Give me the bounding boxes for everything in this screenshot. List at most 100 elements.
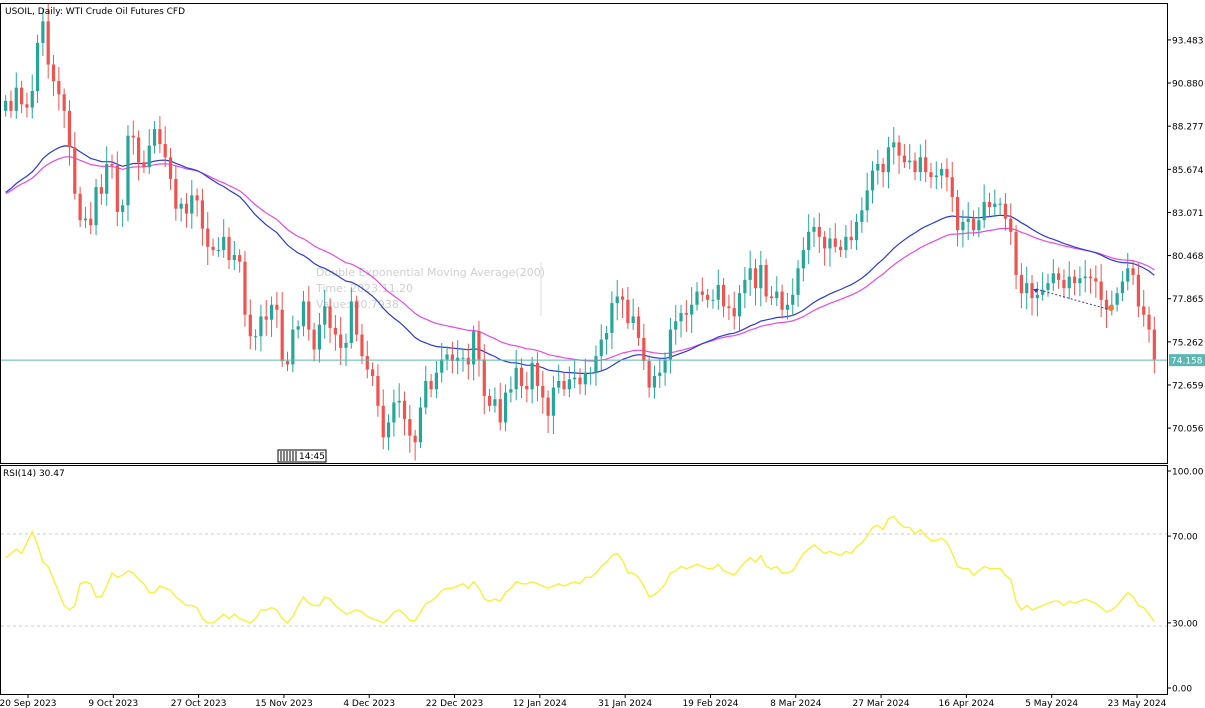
candle-body (498, 399, 502, 423)
candle-body (147, 145, 151, 168)
candle-body (620, 296, 625, 300)
candle-body (110, 163, 114, 166)
candle-body (413, 435, 417, 443)
current-price-label-bg (1169, 354, 1205, 367)
candle-body (1051, 273, 1055, 284)
candle-body (695, 291, 699, 305)
candle-body (913, 160, 917, 173)
candle-body (14, 87, 18, 111)
candle-body (1041, 289, 1045, 295)
candle-body (424, 380, 428, 408)
ma-tooltip: Double Exponential Moving Average(200) T… (315, 262, 545, 316)
candle-body (503, 392, 508, 423)
candle-body (966, 218, 970, 222)
ma-line-magenta (5, 156, 1155, 362)
candle-body (78, 193, 82, 221)
candle-body (663, 359, 667, 373)
candle-body (418, 407, 423, 443)
candle-body (216, 250, 220, 252)
candle-body (690, 304, 694, 315)
candle-body (264, 316, 268, 320)
candle-body (791, 294, 795, 305)
trend-line (1035, 288, 1112, 311)
candle-body (727, 306, 731, 309)
price-tick-label: 90.880 (1172, 80, 1204, 90)
candle-body (971, 218, 976, 231)
candle-body (886, 147, 891, 173)
candle-body (206, 228, 210, 247)
candle-body (450, 354, 454, 362)
candle-body (280, 309, 284, 362)
candle-body (190, 195, 194, 214)
candle-body (4, 100, 8, 111)
buy-arrow-icon (1033, 289, 1039, 293)
candle-body (333, 327, 337, 335)
candle-body (961, 221, 965, 231)
candle-body (1088, 276, 1093, 279)
candle-body (360, 334, 364, 357)
candle-body (902, 155, 906, 163)
candle-body (812, 226, 816, 232)
candle-body (94, 187, 98, 226)
candle-body (924, 157, 928, 173)
candle-body (854, 221, 859, 241)
candle-body (307, 301, 311, 330)
candle-body (163, 144, 167, 158)
time-marker: 14:45 (277, 449, 327, 463)
candle-body (716, 284, 720, 300)
candle-body (115, 165, 119, 212)
candle-body (860, 210, 864, 222)
price-tick-label: 85.674 (1172, 166, 1204, 176)
candle-body (137, 137, 141, 163)
candle-body (578, 377, 582, 385)
candle-body (514, 367, 518, 390)
candle-body (807, 231, 811, 251)
rsi-axis: 100.00 70.00 30.00 0.00 (1167, 468, 1204, 695)
candle-body (99, 187, 103, 194)
candle-body (493, 399, 497, 406)
candle-body (530, 362, 534, 390)
candle-body (89, 218, 93, 226)
candlestick-series (4, 3, 1156, 461)
candle-body (429, 380, 433, 390)
candle-body (993, 203, 997, 207)
price-tick-label: 75.262 (1172, 338, 1204, 348)
candle-body (567, 379, 571, 390)
candle-body (1115, 293, 1119, 305)
candle-body (339, 334, 343, 348)
candle-body (1067, 276, 1071, 289)
candle-body (509, 389, 513, 393)
candle-body (674, 321, 678, 330)
candle-body (721, 284, 726, 307)
candle-body (323, 306, 327, 325)
candle-body (955, 197, 960, 231)
chart-title: USOIL, Daily: WTI Crude Oil Futures CFD (5, 7, 185, 17)
candle-body (775, 291, 779, 299)
candle-body (243, 261, 247, 315)
candle-body (152, 129, 157, 146)
candle-body (1131, 268, 1135, 275)
tooltip-line-2: Time: 2023.11.20 (315, 282, 413, 295)
price-tick-label: 88.277 (1172, 123, 1204, 133)
candle-body (519, 367, 524, 386)
candle-body (833, 238, 837, 247)
candle-body (461, 357, 465, 359)
candle-body (562, 380, 566, 390)
time-marker-label: 14:45 (299, 452, 325, 462)
candle-body (269, 304, 274, 320)
price-tick-label: 93.483 (1172, 36, 1204, 46)
candle-body (1009, 218, 1013, 232)
candle-body (184, 203, 189, 214)
candle-body (908, 160, 912, 163)
candle-body (987, 202, 992, 207)
candle-body (610, 303, 614, 333)
candle-body (940, 168, 944, 176)
candle-body (386, 422, 391, 438)
candle-body (541, 385, 545, 398)
candle-body (1072, 276, 1077, 284)
main-panel-frame (0, 3, 1168, 464)
candle-body (174, 178, 178, 209)
candle-body (487, 395, 492, 406)
candle-body (748, 268, 752, 280)
candle-body (870, 170, 875, 191)
